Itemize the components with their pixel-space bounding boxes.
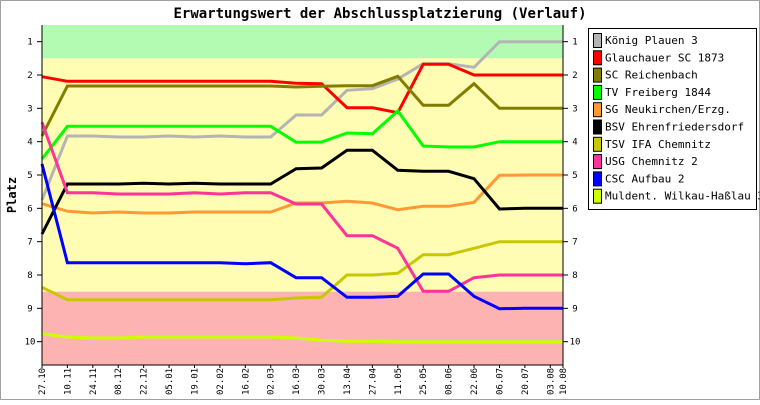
legend: König Plauen 3 Glauchauer SC 1873 SC Reich… xyxy=(589,29,760,210)
x-tick-label: 22.06 xyxy=(470,368,480,395)
y-tick-label-right: 7 xyxy=(572,238,577,248)
chart-title: Erwartungswert der Abschlussplatzierung … xyxy=(173,6,586,22)
legend-swatch-6 xyxy=(594,137,602,151)
y-tick-label-right: 8 xyxy=(572,271,577,281)
legend-label-3: TV Freiberg 1844 xyxy=(605,86,711,99)
x-tick-label: 25.05 xyxy=(419,368,429,395)
x-tick-label: 30.03 xyxy=(318,368,328,395)
legend-label-5: BSV Ehrenfriedersdorf xyxy=(605,121,744,134)
x-tick-label: 10.11 xyxy=(63,368,73,395)
legend-swatch-7 xyxy=(594,155,602,169)
x-tick-label: 03.08 xyxy=(546,368,556,395)
legend-swatch-3 xyxy=(594,85,602,99)
legend-label-6: TSV IFA Chemnitz xyxy=(605,138,711,151)
y-tick-label-right: 4 xyxy=(572,138,577,148)
y-tick-label-left: 7 xyxy=(27,238,32,248)
x-tick-label: 19.01 xyxy=(190,368,200,395)
y-tick-label-right: 6 xyxy=(572,204,577,214)
x-tick-label: 08.06 xyxy=(445,368,455,395)
x-tick-label: 02.02 xyxy=(216,368,226,395)
y-axis-label: Platz xyxy=(5,177,19,213)
x-tick-label: 11.05 xyxy=(394,368,404,395)
legend-swatch-8 xyxy=(594,172,602,186)
legend-label-1: Glauchauer SC 1873 xyxy=(605,51,724,64)
legend-label-4: SG Neukirchen/Erzg. xyxy=(605,103,731,116)
x-tick-label: 02.03 xyxy=(267,368,277,395)
y-tick-label-left: 2 xyxy=(27,71,32,81)
y-tick-label-right: 9 xyxy=(572,304,577,314)
y-tick-label-right: 10 xyxy=(570,338,581,348)
y-tick-label-left: 9 xyxy=(27,304,32,314)
x-tick-label: 16.02 xyxy=(241,368,251,395)
x-tick-label: 08.12 xyxy=(114,368,124,395)
y-tick-label-left: 10 xyxy=(25,338,36,348)
legend-swatch-9 xyxy=(594,189,602,203)
y-tick-label-left: 8 xyxy=(27,271,32,281)
legend-label-8: CSC Aufbau 2 xyxy=(605,172,684,185)
x-tick-label: 22.12 xyxy=(140,368,150,395)
x-tick-label: 10.08 xyxy=(559,368,569,395)
x-tick-label: 27.04 xyxy=(368,368,378,395)
y-tick-label-left: 3 xyxy=(27,104,32,114)
x-tick-label: 16.03 xyxy=(292,368,302,395)
legend-swatch-1 xyxy=(594,51,602,65)
x-tick-label: 06.07 xyxy=(495,368,505,395)
y-tick-label-right: 5 xyxy=(572,171,577,181)
x-tick-label: 05.01 xyxy=(165,368,175,395)
y-tick-label-left: 6 xyxy=(27,204,32,214)
legend-label-2: SC Reichenbach xyxy=(605,69,698,82)
legend-label-7: USG Chemnitz 2 xyxy=(605,155,698,168)
legend-swatch-5 xyxy=(594,120,602,134)
y-tick-label-right: 2 xyxy=(572,71,577,81)
x-tick-label: 13.04 xyxy=(343,368,353,395)
y-tick-label-left: 5 xyxy=(27,171,32,181)
y-tick-label-left: 1 xyxy=(27,38,32,48)
y-tick-label-left: 4 xyxy=(27,138,32,148)
legend-label-0: König Plauen 3 xyxy=(605,34,698,47)
y-tick-label-right: 1 xyxy=(572,38,577,48)
legend-swatch-2 xyxy=(594,68,602,82)
legend-swatch-0 xyxy=(594,34,602,48)
legend-label-9: Muldent. Wilkau-Haßlau 3 xyxy=(605,190,760,203)
x-tick-label: 24.11 xyxy=(89,368,99,395)
legend-swatch-4 xyxy=(594,103,602,117)
y-tick-label-right: 3 xyxy=(572,104,577,114)
x-tick-label: 20.07 xyxy=(521,368,531,395)
x-tick-label: 27.10 xyxy=(38,368,48,395)
band-0 xyxy=(42,25,563,58)
